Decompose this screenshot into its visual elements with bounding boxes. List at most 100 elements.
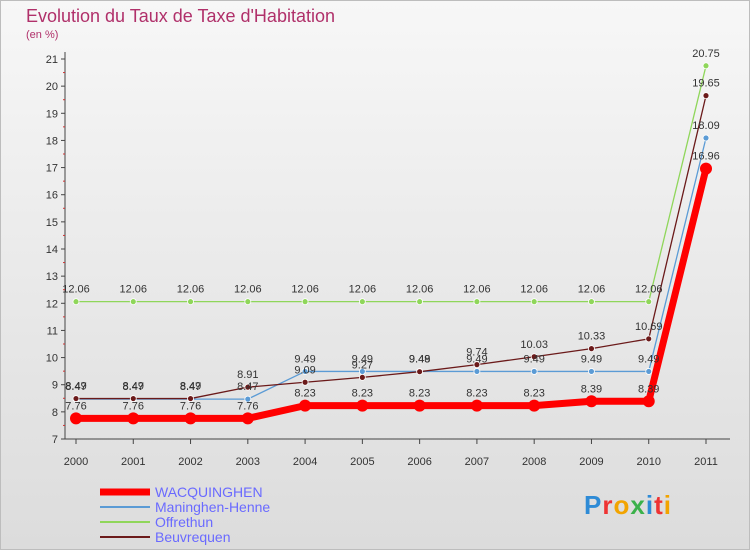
data-point bbox=[72, 395, 80, 402]
data-point bbox=[530, 368, 538, 375]
data-label: 8.91 bbox=[237, 369, 258, 381]
data-label: 9.49 bbox=[294, 353, 315, 365]
data-label: 12.06 bbox=[463, 284, 491, 296]
data-point bbox=[416, 368, 424, 376]
data-label: 8.23 bbox=[352, 388, 373, 400]
data-label: 8.49 bbox=[180, 381, 201, 393]
data-point bbox=[301, 298, 309, 306]
data-label: 8.47 bbox=[123, 381, 144, 393]
data-point bbox=[530, 298, 538, 306]
data-label: 19.65 bbox=[692, 78, 720, 90]
data-point bbox=[645, 368, 653, 375]
y-tick-label: 11 bbox=[47, 325, 58, 337]
data-label: 10.03 bbox=[520, 339, 548, 351]
x-tick-label: 2003 bbox=[236, 456, 260, 468]
data-point bbox=[702, 62, 710, 70]
data-point bbox=[470, 399, 483, 412]
data-point bbox=[702, 92, 710, 100]
data-label: 9.49 bbox=[638, 353, 659, 365]
data-point bbox=[244, 395, 252, 403]
data-label: 10.33 bbox=[578, 331, 606, 343]
x-tick-label: 2000 bbox=[64, 456, 88, 468]
data-label: 8.47 bbox=[180, 381, 201, 393]
x-tick-label: 2006 bbox=[407, 456, 431, 468]
data-point bbox=[70, 412, 82, 425]
data-label: 12.06 bbox=[349, 284, 377, 296]
y-tick-label: 17 bbox=[46, 163, 58, 175]
data-label: 8.47 bbox=[65, 381, 86, 393]
data-label: 8.23 bbox=[523, 388, 544, 400]
data-point bbox=[585, 395, 598, 408]
y-tick-label: 13 bbox=[46, 271, 58, 283]
data-label: 7.76 bbox=[237, 400, 258, 412]
data-point bbox=[299, 399, 312, 412]
data-label: 9.49 bbox=[466, 353, 487, 365]
y-tick-label: 21 bbox=[46, 54, 58, 66]
data-point bbox=[241, 412, 254, 425]
data-label: 8.49 bbox=[65, 381, 86, 393]
data-label: 8.39 bbox=[581, 383, 602, 395]
x-tick-label: 2011 bbox=[694, 456, 718, 468]
series-line-beuvrequen bbox=[76, 95, 707, 400]
y-axis-unit: (en %) bbox=[26, 29, 59, 41]
data-label: 8.39 bbox=[638, 383, 659, 395]
data-label: 18.09 bbox=[692, 120, 720, 132]
data-label: 9.27 bbox=[352, 359, 373, 371]
data-label: 9.09 bbox=[294, 364, 315, 376]
data-point bbox=[187, 298, 194, 306]
data-point bbox=[645, 335, 653, 343]
data-label: 9.49 bbox=[523, 353, 544, 365]
x-tick-label: 2009 bbox=[579, 456, 603, 468]
data-label: 12.06 bbox=[177, 284, 205, 296]
data-point bbox=[642, 395, 655, 408]
y-tick-label: 16 bbox=[46, 190, 58, 202]
data-label: 8.23 bbox=[466, 388, 487, 400]
y-tick-label: 8 bbox=[52, 407, 58, 419]
data-point bbox=[528, 399, 541, 412]
y-tick-label: 14 bbox=[46, 244, 58, 256]
data-point bbox=[72, 298, 80, 306]
data-point bbox=[588, 298, 595, 306]
data-label: 12.06 bbox=[120, 284, 148, 296]
x-tick-label: 2004 bbox=[293, 456, 317, 468]
y-tick-label: 9 bbox=[52, 380, 58, 392]
x-tick-label: 2001 bbox=[121, 456, 145, 468]
data-label: 9.48 bbox=[409, 354, 430, 366]
data-point bbox=[129, 298, 137, 306]
data-point bbox=[645, 298, 653, 306]
data-point bbox=[184, 412, 197, 425]
data-point bbox=[301, 378, 309, 386]
data-label: 8.49 bbox=[123, 381, 144, 393]
data-label: 7.76 bbox=[65, 400, 86, 412]
y-tick-label: 20 bbox=[46, 81, 58, 93]
series-line-maninghen-henne bbox=[76, 137, 707, 400]
data-label: 12.06 bbox=[234, 284, 262, 296]
data-point bbox=[702, 134, 710, 142]
y-tick-label: 7 bbox=[52, 434, 58, 446]
legend-label: Maninghen-Henne bbox=[155, 499, 271, 515]
data-point bbox=[530, 353, 538, 361]
data-point bbox=[413, 399, 426, 412]
x-tick-label: 2008 bbox=[522, 456, 546, 468]
x-tick-label: 2007 bbox=[465, 456, 489, 468]
data-point bbox=[129, 395, 137, 402]
y-tick-label: 18 bbox=[46, 135, 58, 147]
y-tick-label: 15 bbox=[46, 217, 58, 229]
data-label: 12.06 bbox=[291, 284, 319, 296]
y-tick-label: 12 bbox=[46, 298, 58, 310]
data-point bbox=[473, 298, 481, 306]
data-label: 12.06 bbox=[520, 284, 548, 296]
data-label: 9.74 bbox=[466, 347, 487, 359]
data-point bbox=[473, 361, 481, 369]
data-label: 10.69 bbox=[635, 321, 663, 333]
data-point bbox=[588, 368, 595, 375]
data-point bbox=[700, 162, 712, 175]
data-point bbox=[473, 368, 481, 375]
data-label: 20.75 bbox=[692, 48, 720, 60]
data-label: 12.06 bbox=[62, 284, 90, 296]
series-line-wacquinghen bbox=[76, 167, 710, 422]
series-line-offrethun bbox=[76, 65, 707, 303]
data-label: 8.23 bbox=[294, 388, 315, 400]
proxiti-logo: Proxiti bbox=[584, 490, 672, 520]
